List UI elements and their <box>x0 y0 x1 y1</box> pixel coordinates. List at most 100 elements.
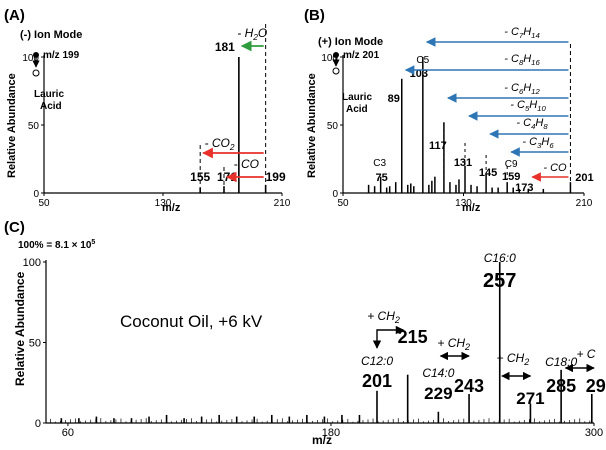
peak-label: 173 <box>515 182 533 194</box>
panel-b-compound-1: Lauric <box>342 92 372 103</box>
panel-a-xlabel: m/z <box>162 202 181 214</box>
x-tick-label: 210 <box>576 198 593 209</box>
loss-label-part: - C <box>516 117 531 129</box>
loss-label: - C5H10 <box>510 99 546 113</box>
peak-label: 229 <box>424 384 452 403</box>
loss-label-part: 16 <box>531 58 540 67</box>
loss-label-part: - C <box>510 99 525 111</box>
loss-label-part: H <box>535 117 543 129</box>
x-tick-label: 50 <box>337 198 349 209</box>
panel-a-mode: (-) Ion Mode <box>20 29 82 41</box>
peak-label: 29 <box>586 376 606 396</box>
y-tick-label: 50 <box>327 121 339 132</box>
peak-label: 201 <box>575 172 593 184</box>
loss-label-part: - CO <box>205 136 230 150</box>
ch2-label: + CH2 <box>367 309 400 325</box>
loss-label-part: - CO <box>543 162 567 174</box>
x-tick-label: 130 <box>155 198 172 209</box>
peak-label: 199 <box>266 170 286 184</box>
loss-label-part: - C <box>504 53 519 65</box>
ch2-label: + CH2 <box>497 351 530 367</box>
ch2-label-sub: 2 <box>523 357 529 367</box>
loss-label-part: 7 <box>519 31 524 40</box>
x-tick-label: 130 <box>455 198 472 209</box>
x-tick-label: 180 <box>322 427 340 439</box>
peak-label: 181 <box>215 40 235 54</box>
peak-label: 155 <box>190 170 210 184</box>
x-tick-label: 50 <box>38 198 50 209</box>
x-tick-label: 210 <box>274 198 291 209</box>
precursor-open-dot <box>332 67 340 75</box>
loss-label-part: 5 <box>525 104 530 113</box>
loss-label-part: 14 <box>531 31 540 40</box>
precursor-open-dot <box>32 69 40 77</box>
loss-label-part: 2 <box>229 142 235 152</box>
x-tick-label: 60 <box>62 427 74 439</box>
panel-c-ylabel: Relative Abundance <box>13 271 27 386</box>
precursor-filled-dot <box>33 52 39 58</box>
peak-label: 131 <box>454 157 472 169</box>
ch2-label-sub: 2 <box>394 315 400 325</box>
panel-a-compound-2: Acid <box>40 101 62 112</box>
panel-c-label: (C) <box>4 219 25 236</box>
peak-label: 159 <box>502 171 520 183</box>
precursor-filled-dot <box>333 52 339 58</box>
peak-tag: C9 <box>505 159 518 170</box>
y-tick-label: 100 <box>22 53 39 64</box>
peak-tag: C5 <box>416 55 429 66</box>
loss-label: - CO <box>543 162 567 174</box>
lipid-tag: C14:0 <box>422 366 454 380</box>
peak-label: 117 <box>429 140 447 152</box>
panel-a-compound-1: Lauric <box>34 89 64 100</box>
ch2-label-text: + CH <box>497 351 525 365</box>
lipid-tag: C16:0 <box>484 251 516 265</box>
loss-label-part: H <box>529 99 537 111</box>
peak-label: 145 <box>479 167 497 179</box>
panel-b-ylabel: Relative Abundance <box>306 73 318 178</box>
loss-label-part: 8 <box>519 58 524 67</box>
lipid-tag: C18:0 <box>545 355 577 369</box>
y-tick-label: 50 <box>28 121 40 132</box>
panel-a-precursor: m/z 199 <box>43 50 80 61</box>
loss-label: - C4H8 <box>516 117 548 131</box>
loss-label-part: H <box>541 136 549 148</box>
ch2-label: + CH2 <box>437 336 470 352</box>
y-tick-label: 0 <box>35 418 41 430</box>
loss-label-part: 12 <box>531 87 540 96</box>
loss-label: - C6H12 <box>504 82 540 96</box>
loss-label-part: 6 <box>519 87 524 96</box>
loss-label-part: - H <box>237 26 253 40</box>
loss-label: - C3H6 <box>522 136 554 150</box>
ch2-label-sub: 2 <box>464 342 470 352</box>
panel-a-ylabel: Relative Abundance <box>6 73 18 178</box>
peak-label: 75 <box>376 172 388 184</box>
loss-label: - CO <box>234 157 259 171</box>
panel-b-mode: (+) Ion Mode <box>318 36 383 48</box>
peak-label: 215 <box>398 327 428 347</box>
loss-label-part: H <box>523 26 531 38</box>
panel-c-scale-base: 100% = 8.1 × 10 <box>18 240 92 251</box>
panel-c-xlabel: m/z <box>312 433 332 447</box>
panel-a-label: (A) <box>4 7 25 24</box>
panel-c-scale: 100% = 8.1 × 105 <box>18 239 95 251</box>
peak-label: 257 <box>483 270 516 292</box>
loss-label-part: 4 <box>531 122 535 131</box>
y-tick-label: 50 <box>29 338 41 350</box>
peak-label: 271 <box>516 389 544 408</box>
panel-b-label: (B) <box>304 7 325 24</box>
loss-label-part: - C <box>522 136 537 148</box>
ch2-label-text: + CH <box>437 336 465 350</box>
loss-label: - CO2 <box>205 136 235 152</box>
y-tick-label: 100 <box>321 53 338 64</box>
y-tick-label: 100 <box>23 257 41 269</box>
y-tick-label: 0 <box>33 189 39 200</box>
loss-label-part: 6 <box>549 141 554 150</box>
panel-c-scale-exp: 5 <box>91 239 95 246</box>
peak-tag: C3 <box>373 158 386 169</box>
ch2-label: + C <box>576 347 595 361</box>
panel-b-compound-2: Acid <box>346 104 368 115</box>
loss-label-part: - C <box>504 82 519 94</box>
